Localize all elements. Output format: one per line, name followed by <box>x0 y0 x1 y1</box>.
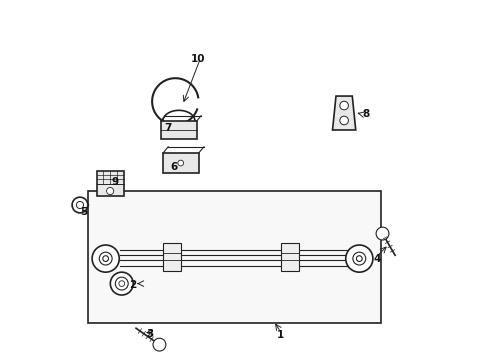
Circle shape <box>340 116 348 125</box>
Circle shape <box>92 245 119 272</box>
Circle shape <box>99 252 112 265</box>
Circle shape <box>353 252 366 265</box>
Text: 10: 10 <box>191 54 206 64</box>
Polygon shape <box>333 96 356 130</box>
Circle shape <box>356 256 362 261</box>
Text: 3: 3 <box>147 329 154 339</box>
Text: 1: 1 <box>277 330 284 341</box>
Bar <box>163 243 181 271</box>
Text: 6: 6 <box>170 162 177 172</box>
Text: 5: 5 <box>80 207 87 217</box>
Circle shape <box>346 245 373 272</box>
Bar <box>161 121 197 139</box>
Circle shape <box>107 188 114 195</box>
Text: 2: 2 <box>129 280 136 291</box>
Circle shape <box>153 338 166 351</box>
Text: 4: 4 <box>373 253 381 264</box>
Circle shape <box>119 281 124 287</box>
Circle shape <box>178 160 184 166</box>
Bar <box>88 191 381 323</box>
Circle shape <box>76 202 83 208</box>
Bar <box>97 171 123 196</box>
Bar <box>281 243 298 271</box>
Text: 9: 9 <box>111 177 118 187</box>
Circle shape <box>110 272 133 295</box>
Bar <box>163 153 198 173</box>
Text: 7: 7 <box>165 123 172 133</box>
Circle shape <box>376 227 389 240</box>
Circle shape <box>115 277 128 290</box>
Circle shape <box>72 197 88 213</box>
Circle shape <box>103 256 109 261</box>
Text: 8: 8 <box>363 109 370 119</box>
Circle shape <box>340 101 348 110</box>
